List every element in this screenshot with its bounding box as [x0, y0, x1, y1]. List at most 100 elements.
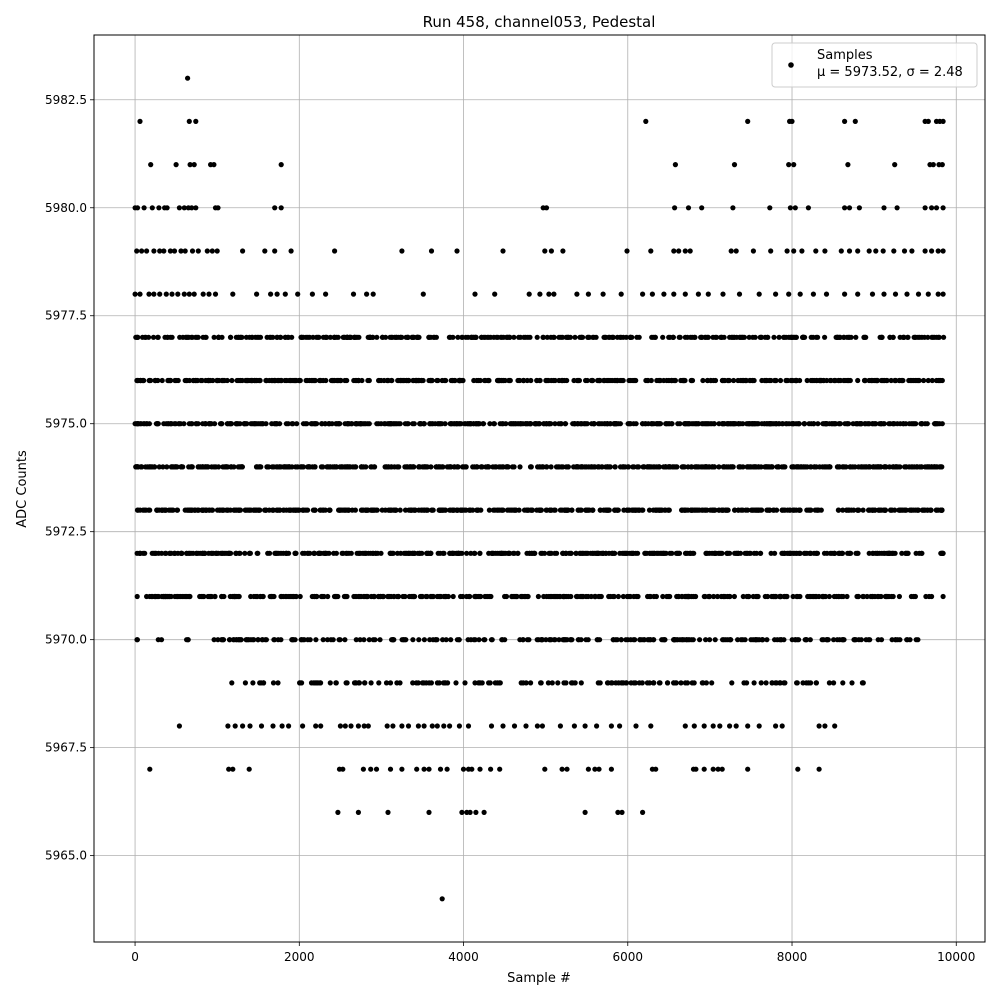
sample-point: [651, 550, 657, 556]
sample-point: [323, 334, 329, 340]
sample-point: [134, 550, 140, 556]
sample-point: [758, 680, 764, 686]
sample-point: [442, 593, 448, 600]
sample-point: [268, 593, 274, 600]
sample-point: [576, 637, 582, 643]
sample-point: [441, 550, 447, 556]
sample-point: [521, 334, 527, 340]
sample-point: [631, 464, 637, 470]
sample-point: [605, 421, 611, 427]
sample-point: [783, 377, 789, 384]
sample-point: [343, 593, 349, 600]
sample-point: [337, 507, 343, 513]
sample-point: [597, 507, 603, 513]
sample-point: [745, 593, 751, 600]
sample-point: [388, 550, 394, 556]
sample-point: [212, 291, 219, 297]
sample-point: [544, 334, 550, 340]
sample-point: [137, 118, 143, 124]
sample-point: [866, 421, 872, 427]
sample-point: [935, 334, 942, 340]
sample-point: [405, 550, 411, 556]
sample-point: [150, 334, 157, 340]
sample-point: [134, 593, 140, 600]
sample-point: [373, 766, 380, 772]
sample-point: [429, 507, 435, 513]
sample-point: [794, 593, 800, 600]
sample-point: [211, 334, 217, 340]
sample-point: [929, 334, 935, 340]
sample-point: [387, 680, 394, 686]
sample-point: [434, 680, 440, 686]
sample-point: [595, 680, 601, 686]
sample-point: [621, 550, 627, 556]
sample-point: [802, 421, 808, 427]
sample-point: [552, 507, 558, 513]
sample-point: [262, 248, 268, 254]
sample-point: [410, 637, 416, 643]
sample-point: [405, 723, 412, 729]
sample-point: [711, 593, 717, 600]
sample-point: [636, 334, 642, 340]
sample-point: [193, 205, 199, 211]
sample-point: [773, 291, 779, 297]
sample-point: [894, 205, 900, 211]
y-tick-label: 5972.5: [45, 525, 87, 539]
sample-point: [548, 550, 554, 556]
sample-point: [845, 162, 851, 168]
sample-point: [528, 680, 534, 686]
sample-point: [727, 723, 733, 729]
y-axis-label: ADC Counts: [15, 450, 30, 528]
sample-point: [675, 593, 682, 600]
sample-point: [764, 334, 770, 340]
sample-point: [281, 464, 287, 470]
sample-point: [297, 593, 303, 600]
sample-point: [556, 637, 562, 643]
sample-point: [836, 593, 842, 600]
sample-point: [717, 550, 723, 556]
sample-point: [882, 593, 889, 600]
sample-point: [660, 334, 666, 340]
sample-point: [716, 464, 722, 470]
sample-point: [363, 507, 369, 513]
sample-point: [552, 593, 558, 600]
sample-point: [571, 377, 577, 384]
sample-point: [199, 550, 205, 556]
x-tick-label: 2000: [284, 950, 315, 964]
sample-point: [156, 464, 162, 470]
sample-point: [731, 421, 737, 427]
sample-point: [235, 421, 241, 427]
sample-point: [868, 377, 875, 384]
sample-point: [437, 507, 443, 513]
sample-point: [274, 291, 280, 297]
sample-point: [323, 291, 329, 297]
sample-point: [703, 637, 709, 643]
sample-point: [859, 464, 865, 470]
sample-point: [661, 291, 667, 297]
sample-point: [697, 637, 703, 643]
sample-point: [635, 550, 641, 556]
sample-point: [356, 334, 362, 340]
sample-point: [836, 464, 842, 470]
sample-point: [164, 334, 170, 340]
sample-point: [648, 723, 654, 729]
sample-point: [361, 637, 367, 643]
sample-point: [618, 291, 624, 297]
sample-point: [496, 550, 502, 556]
sample-point: [894, 421, 901, 427]
sample-point: [520, 593, 526, 600]
sample-point: [236, 507, 242, 513]
sample-point: [776, 334, 782, 340]
sample-point: [938, 507, 944, 513]
sample-point: [490, 550, 497, 556]
sample-point: [323, 377, 329, 384]
sample-point: [516, 334, 522, 340]
sample-point: [255, 637, 261, 643]
sample-point: [338, 377, 344, 384]
sample-point: [213, 550, 219, 556]
sample-point: [922, 248, 928, 254]
sample-point: [543, 205, 550, 211]
sample-point: [361, 723, 367, 729]
sample-point: [626, 507, 632, 513]
